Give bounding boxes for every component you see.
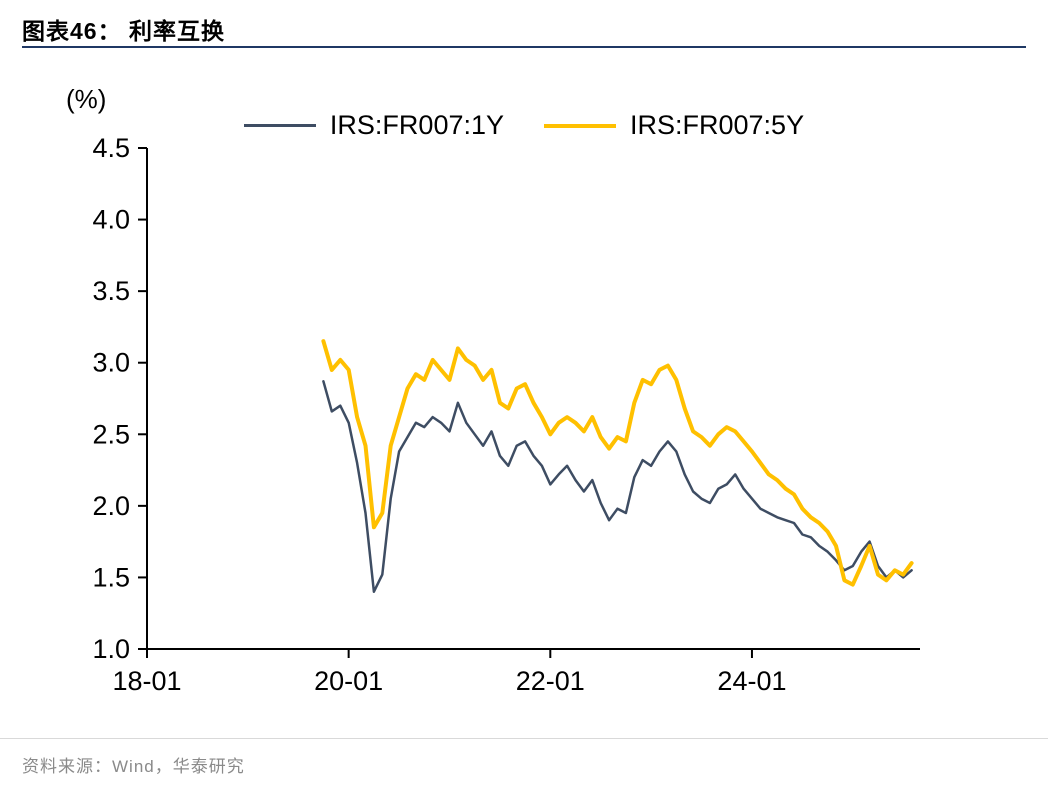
source-note: 资料来源：Wind，华泰研究: [22, 757, 245, 776]
svg-text:3.0: 3.0: [92, 348, 130, 378]
legend-label-1y: IRS:FR007:1Y: [329, 110, 504, 140]
svg-text:20-01: 20-01: [314, 666, 383, 696]
svg-text:3.5: 3.5: [92, 276, 130, 306]
svg-text:4.0: 4.0: [92, 205, 130, 235]
legend-line-swatch-5y: [544, 123, 616, 128]
svg-text:22-01: 22-01: [516, 666, 585, 696]
y-axis-unit-label: (%): [66, 84, 107, 114]
svg-text:1.5: 1.5: [92, 562, 130, 592]
svg-text:2.0: 2.0: [92, 491, 130, 521]
footer-rule: [0, 738, 1048, 739]
legend-label-5y: IRS:FR007:5Y: [630, 110, 805, 140]
chart-legend: IRS:FR007:1Y IRS:FR007:5Y: [0, 110, 1048, 141]
title-rule: [22, 46, 1026, 48]
svg-text:18-01: 18-01: [112, 666, 181, 696]
legend-item-1y: IRS:FR007:1Y: [243, 110, 504, 141]
svg-text:4.5: 4.5: [92, 133, 130, 163]
legend-item-5y: IRS:FR007:5Y: [544, 110, 804, 141]
svg-text:2.5: 2.5: [92, 419, 130, 449]
svg-text:1.0: 1.0: [92, 634, 130, 664]
svg-text:24-01: 24-01: [717, 666, 786, 696]
chart-title: 图表46： 利率互换: [22, 18, 225, 44]
legend-line-swatch-1y: [243, 124, 316, 127]
